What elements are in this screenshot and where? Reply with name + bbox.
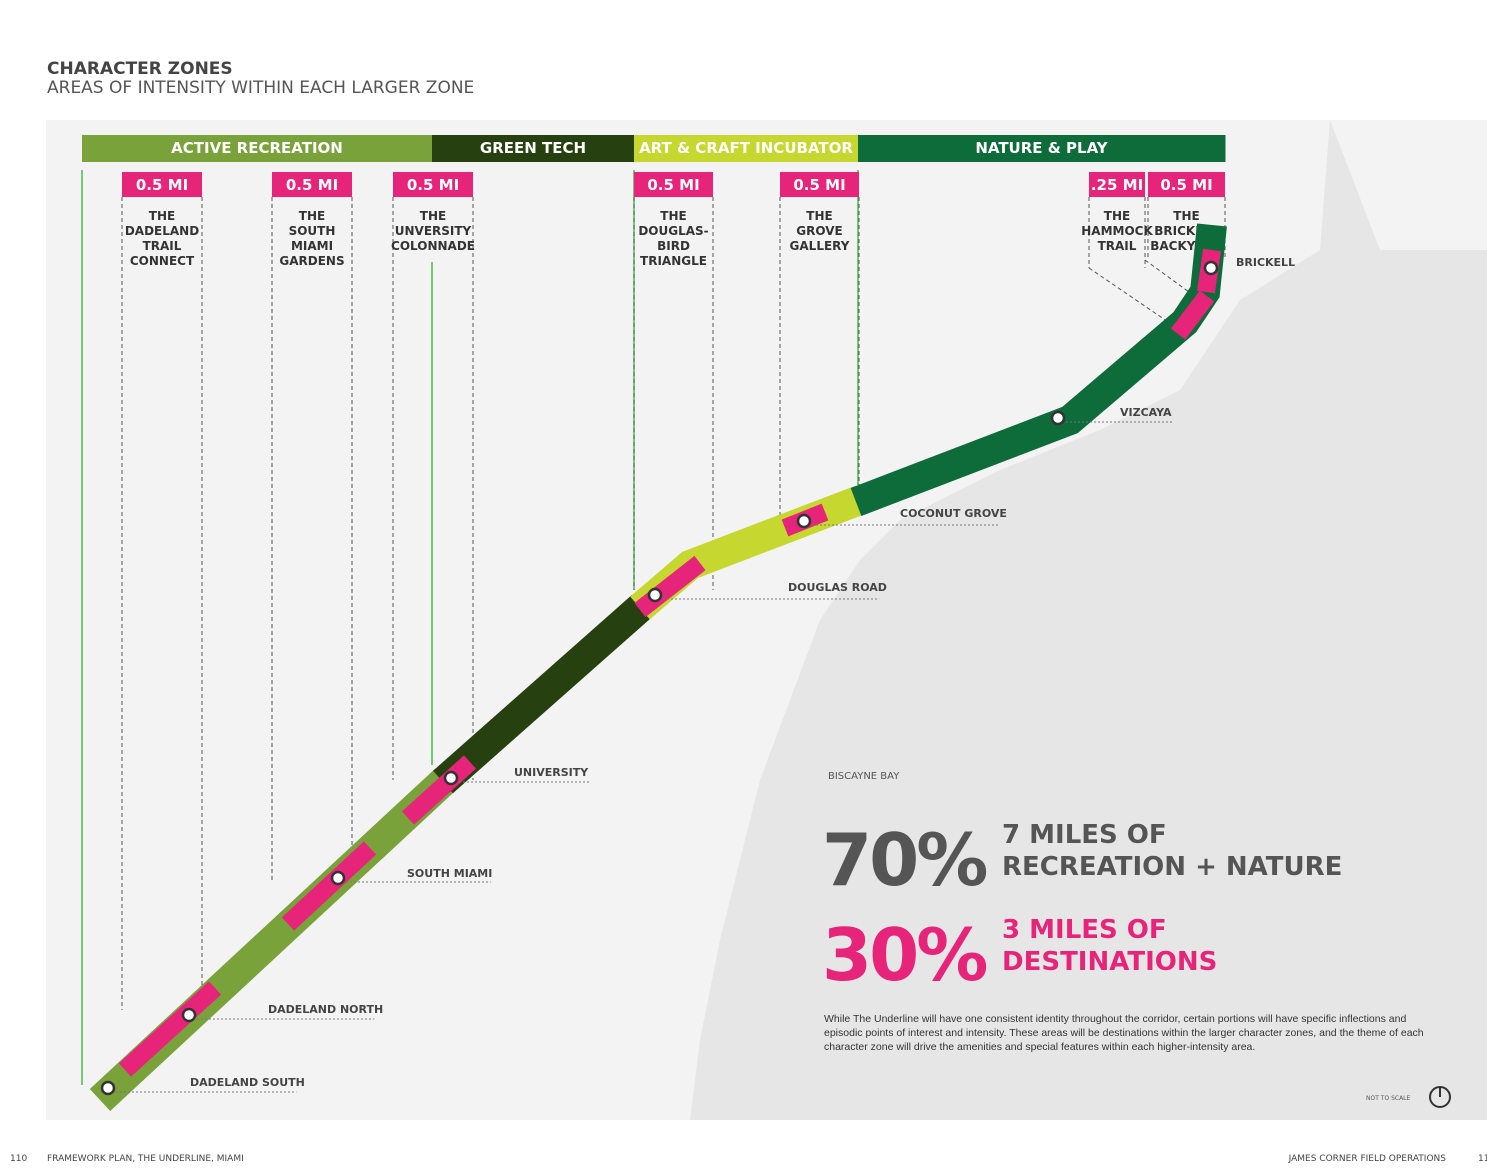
destination-name: HAMMOCK (1081, 224, 1153, 238)
destination-name: THE (1173, 209, 1199, 223)
station-label: SOUTH MIAMI (407, 867, 492, 880)
page-number: 111 (1478, 1154, 1487, 1164)
destination-name: TRIANGLE (640, 254, 707, 268)
badge-label: .25 MI (1091, 176, 1143, 194)
destination-name: BIRD (657, 239, 690, 253)
station-label: BRICKELL (1236, 256, 1295, 269)
water-label: BISCAYNE BAY (828, 771, 900, 782)
zone-bar (432, 135, 634, 162)
destination-name: SOUTH (289, 224, 336, 238)
station-label: DADELAND SOUTH (190, 1076, 305, 1089)
destination-name: THE (149, 209, 175, 223)
stat-text: RECREATION + NATURE (1002, 852, 1342, 882)
station (443, 770, 459, 786)
destination-name: UNVERSITY (395, 224, 472, 238)
route-highlight (281, 841, 377, 931)
scale-note: NOT TO SCALE (1366, 1095, 1411, 1102)
route-segment (433, 594, 652, 794)
route-highlight (634, 555, 706, 618)
badge-label: 0.5 MI (647, 176, 699, 194)
station (1203, 260, 1219, 276)
route-highlight (118, 981, 222, 1077)
footer-text: FRAMEWORK PLAN, THE UNDERLINE, MIAMI (47, 1154, 244, 1164)
badge (780, 172, 859, 197)
badge (1089, 172, 1145, 197)
destination-name: COLONNADE (391, 239, 475, 253)
badge (634, 172, 713, 197)
destination-name: DADELAND (125, 224, 199, 238)
destination-name: GROVE (796, 224, 842, 238)
destination-name: THE (1104, 209, 1130, 223)
zone-bar (858, 135, 1225, 162)
station (100, 1080, 116, 1096)
destination-name: THE (420, 209, 446, 223)
zone-bar (634, 135, 858, 162)
station-label: COCONUT GROVE (900, 507, 1007, 520)
station (796, 513, 812, 529)
zone-bar (82, 135, 432, 162)
subtitle: AREAS OF INTENSITY WITHIN EACH LARGER ZO… (47, 78, 474, 98)
destination-name: CONNECT (130, 254, 195, 268)
badge-label: 0.5 MI (1160, 176, 1212, 194)
badge-label: 0.5 MI (286, 176, 338, 194)
station (330, 870, 346, 886)
station (1050, 410, 1066, 426)
station-label: DOUGLAS ROAD (788, 581, 887, 594)
badge-label: 0.5 MI (407, 176, 459, 194)
zone-label: ART & CRAFT INCUBATOR (639, 139, 853, 157)
zone-label: ACTIVE RECREATION (171, 139, 343, 157)
stat-text: DESTINATIONS (1002, 947, 1217, 977)
station-label: VIZCAYA (1120, 406, 1172, 419)
destination-name: TRAIL (143, 239, 182, 253)
body-text: While The Underline will have one consis… (824, 1013, 1424, 1053)
stat-percent: 30% (822, 913, 986, 997)
stat-percent: 70% (822, 818, 986, 902)
station (647, 587, 663, 603)
stat-text: 7 MILES OF (1002, 820, 1167, 850)
badge-label: 0.5 MI (136, 176, 188, 194)
map-land (1250, 120, 1487, 250)
footer-text: JAMES CORNER FIELD OPERATIONS (1288, 1154, 1447, 1164)
badge (272, 172, 352, 197)
station (181, 1007, 197, 1023)
stat-text: 3 MILES OF (1002, 915, 1167, 945)
destination-name: MIAMI (291, 239, 333, 253)
destination-name: GALLERY (790, 239, 850, 253)
station-label: UNIVERSITY (514, 766, 589, 779)
destination-name: GARDENS (279, 254, 344, 268)
destination-name: THE (660, 209, 686, 223)
zone-label: GREEN TECH (480, 139, 586, 157)
route-highlight (401, 755, 477, 825)
destination-name: TRAIL (1098, 239, 1137, 253)
badge-label: 0.5 MI (793, 176, 845, 194)
destination-name: THE (299, 209, 325, 223)
destination-name: DOUGLAS- (638, 224, 708, 238)
station-label: DADELAND NORTH (268, 1003, 383, 1016)
badge (393, 172, 473, 197)
zone-label: NATURE & PLAY (975, 139, 1108, 157)
badge (1148, 172, 1225, 197)
title: CHARACTER ZONES (47, 59, 233, 79)
route-highlight (1170, 290, 1215, 340)
destination-name: THE (806, 209, 832, 223)
page-number: 110 (10, 1154, 27, 1164)
badge (122, 172, 202, 197)
